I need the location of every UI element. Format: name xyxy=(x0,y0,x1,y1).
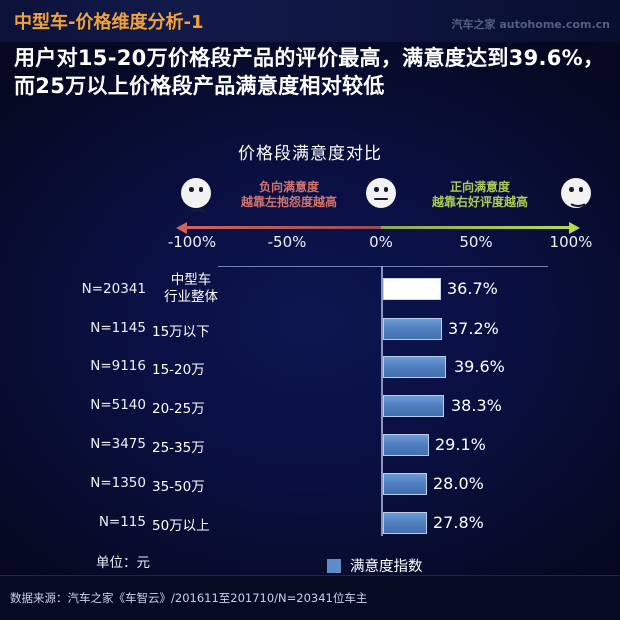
bar-value-label: 27.8% xyxy=(433,513,484,532)
axis-tick-label: -100% xyxy=(167,233,217,251)
table-row: N=20341 中型车 行业整体 36.7% xyxy=(0,272,620,307)
bar-value-label: 38.3% xyxy=(451,396,502,415)
axis-tick-plus100: 100% xyxy=(533,233,609,251)
bar xyxy=(383,395,444,417)
row-sample-size: N=3475 xyxy=(90,436,146,452)
table-row: N=5140 20-25万 38.3% xyxy=(0,389,620,424)
bar xyxy=(383,278,441,300)
table-row: N=115 50万以上 27.8% xyxy=(0,506,620,541)
row-category-label: 35-50万 xyxy=(152,479,205,495)
row-category-label-line2: 行业整体 xyxy=(164,289,218,305)
row-sample-size: N=5140 xyxy=(90,397,146,413)
table-row: N=3475 25-35万 29.1% xyxy=(0,428,620,463)
eye-right xyxy=(383,187,388,192)
chart-title: 价格段满意度对比 xyxy=(238,144,382,164)
bar-value-label: 29.1% xyxy=(435,435,486,454)
bar xyxy=(383,356,446,378)
chart-legend: 满意度指数 xyxy=(327,555,423,576)
axis-tick-label: 50% xyxy=(459,233,493,251)
bar xyxy=(383,318,442,340)
bar xyxy=(383,434,429,456)
bar-value-label: 28.0% xyxy=(433,474,484,493)
satisfaction-scale: 负向满意度 越靠左抱怨度越高 正向满意度 越靠右好评度越高 -100% -50%… xyxy=(168,176,592,256)
neutral-face-icon xyxy=(366,178,396,208)
row-sample-size: N=1145 xyxy=(90,320,146,336)
footer-band xyxy=(0,576,620,620)
row-sample-size: N=1350 xyxy=(90,475,146,491)
eye-left xyxy=(189,187,194,192)
bar-value-label: 37.2% xyxy=(448,319,499,338)
axis-tick-minus100: -100% xyxy=(154,233,230,251)
chart-top-rule xyxy=(218,266,548,268)
axis-tick-zero: 0% xyxy=(343,233,419,251)
row-sample-size: N=20341 xyxy=(81,281,146,297)
bar-value-label: 36.7% xyxy=(447,279,498,298)
positive-scale-note-line1: 正向满意度 xyxy=(449,180,510,194)
eye-right xyxy=(578,187,583,192)
eye-right xyxy=(198,187,203,192)
mouth-frown xyxy=(188,209,208,223)
row-category-label: 20-25万 xyxy=(152,401,205,417)
negative-scale-note-line2: 越靠左抱怨度越高 xyxy=(240,195,337,209)
table-row: N=1145 15万以下 37.2% xyxy=(0,312,620,347)
axis-tick-label: -50% xyxy=(267,233,307,251)
mouth-smile xyxy=(568,194,588,207)
sad-face-icon xyxy=(181,178,211,223)
eye-left xyxy=(569,187,574,192)
negative-scale-note-line1: 负向满意度 xyxy=(258,180,319,194)
table-row: N=9116 15-20万 39.6% xyxy=(0,350,620,385)
bar-value-label: 39.6% xyxy=(454,357,505,376)
axis-tick-plus50: 50% xyxy=(438,233,514,251)
arrow-left-icon xyxy=(176,221,187,234)
row-category-label: 25-35万 xyxy=(152,440,205,456)
happy-face-icon xyxy=(561,178,591,208)
headline-text: 用户对15-20万价格段产品的评价最高，满意度达到39.6%，而25万以上价格段… xyxy=(14,46,605,98)
negative-axis-line xyxy=(186,226,381,229)
arrow-right-icon xyxy=(569,221,580,234)
eye-left xyxy=(374,187,379,192)
unit-note: 单位：元 xyxy=(96,555,150,571)
positive-scale-note-line2: 越靠右好评度越高 xyxy=(431,195,528,209)
positive-scale-note: 正向满意度 越靠右好评度越高 xyxy=(402,180,558,210)
watermark-autohome: 汽车之家 autohome.com.cn xyxy=(451,18,610,31)
negative-scale-note: 负向满意度 越靠左抱怨度越高 xyxy=(214,180,364,210)
bar xyxy=(383,512,427,534)
legend-label: 满意度指数 xyxy=(350,559,423,575)
row-sample-size: N=115 xyxy=(98,514,146,530)
axis-tick-label: 0% xyxy=(369,233,393,251)
chart-zero-axis xyxy=(381,266,383,536)
bar xyxy=(383,473,427,495)
axis-tick-label: 100% xyxy=(549,233,593,251)
page-title: 中型车-价格维度分析-1 xyxy=(14,12,204,33)
footer-divider xyxy=(0,575,620,576)
row-category-label: 15万以下 xyxy=(152,324,210,340)
bar-chart: N=20341 中型车 行业整体 36.7% N=1145 15万以下 37.2… xyxy=(0,262,620,540)
mouth-flat xyxy=(374,198,388,201)
row-category-label: 15-20万 xyxy=(152,362,205,378)
row-sample-size: N=9116 xyxy=(90,358,146,374)
header-band xyxy=(0,0,620,42)
row-category-label: 中型车 行业整体 xyxy=(148,272,234,306)
row-category-label-line1: 中型车 xyxy=(170,272,212,288)
table-row: N=1350 35-50万 28.0% xyxy=(0,467,620,502)
row-category-label: 50万以上 xyxy=(152,518,210,534)
axis-tick-minus50: -50% xyxy=(249,233,325,251)
source-note: 数据来源：汽车之家《车智云》/201611至201710/N=20341位车主 xyxy=(10,591,368,605)
positive-axis-line xyxy=(381,226,576,229)
legend-swatch-icon xyxy=(327,558,341,573)
